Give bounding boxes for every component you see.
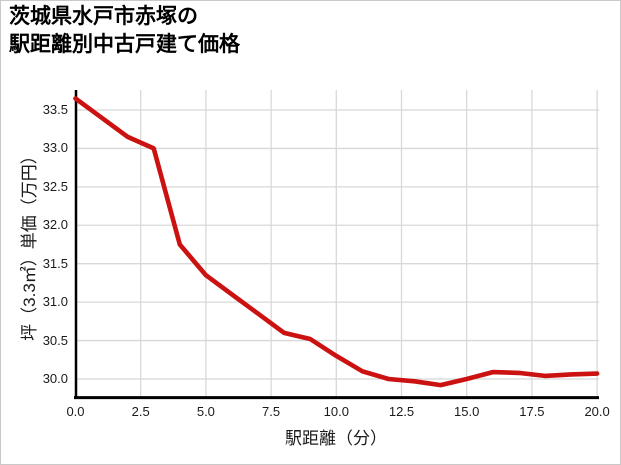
x-tick-label: 20.0 [584, 404, 610, 419]
y-tick-label: 32.5 [42, 178, 68, 194]
y-tick-label: 30.5 [42, 332, 68, 348]
chart-title: 茨城県水戸市赤塚の 駅距離別中古戸建て価格 [9, 3, 240, 59]
x-tick-label: 10.0 [323, 404, 349, 419]
y-tick-label: 32.0 [42, 217, 68, 233]
price-line [73, 96, 600, 388]
y-tick-label: 33.5 [42, 101, 68, 117]
x-tick-label: 17.5 [519, 404, 545, 419]
x-axis-label: 駅距離（分） [285, 429, 387, 448]
chart-title-line2: 駅距離別中古戸建て価格 [9, 33, 240, 56]
x-tick-label: 15.0 [454, 404, 480, 419]
y-tick-label: 30.0 [42, 371, 68, 386]
y-tick-label: 31.0 [42, 294, 68, 310]
x-tick-label: 5.0 [196, 404, 215, 419]
y-tick-label: 31.5 [42, 255, 68, 271]
y-tick-label: 33.0 [42, 140, 68, 156]
x-tick-label: 12.5 [388, 404, 415, 419]
chart-title-line1: 茨城県水戸市赤塚の [9, 5, 198, 28]
x-tick-label: 2.5 [131, 404, 150, 419]
y-axis-label: 坪（3.3㎡）単価（万円） [20, 147, 39, 341]
x-tick-label: 0.0 [66, 404, 85, 419]
x-tick-label: 7.5 [262, 404, 281, 419]
